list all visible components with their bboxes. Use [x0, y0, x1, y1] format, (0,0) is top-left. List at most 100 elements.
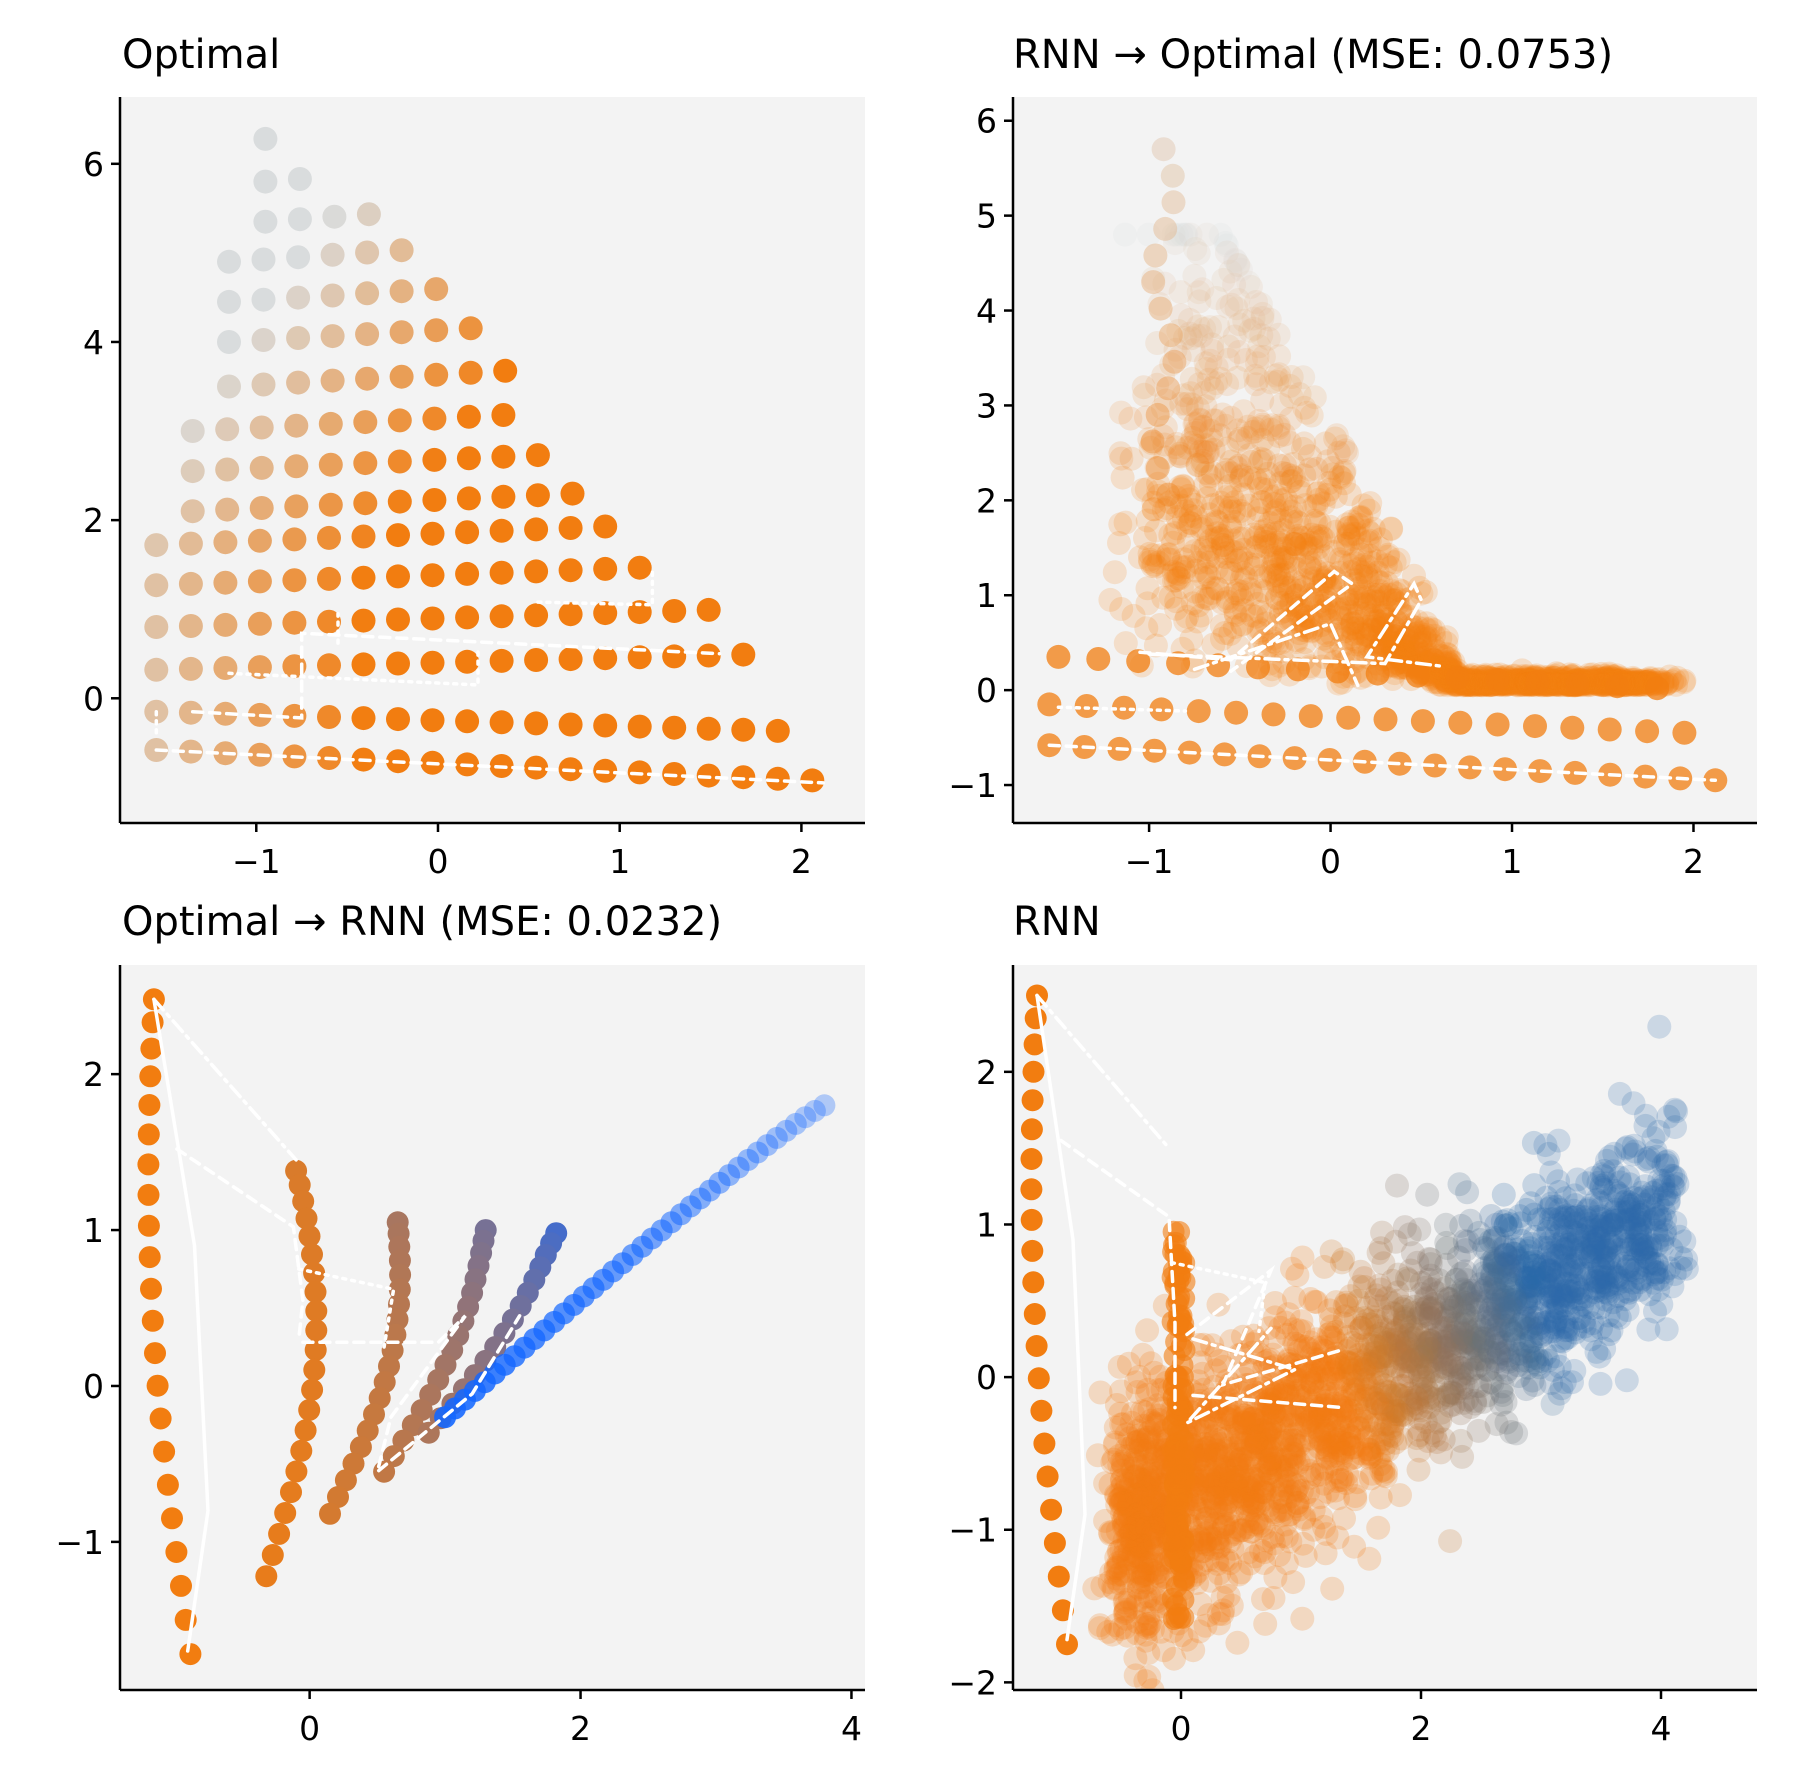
data-point	[1357, 1442, 1382, 1467]
data-point	[1177, 487, 1202, 512]
data-point	[1307, 511, 1332, 536]
data-point	[1338, 1284, 1363, 1309]
data-point	[1231, 1411, 1256, 1435]
data-point	[1265, 1463, 1290, 1488]
data-point	[1217, 1529, 1242, 1554]
data-point	[1283, 1366, 1308, 1391]
data-point	[1241, 556, 1266, 580]
data-point	[1116, 1492, 1141, 1517]
data-point	[1186, 593, 1211, 618]
data-point	[1333, 438, 1358, 463]
data-point	[1616, 1165, 1641, 1190]
data-point	[1253, 1611, 1278, 1636]
trajectory-line	[1047, 743, 1718, 783]
data-point	[1197, 502, 1222, 527]
data-point	[1355, 518, 1380, 543]
data-point	[1349, 506, 1374, 531]
data-point	[1359, 617, 1384, 642]
data-point	[1405, 663, 1430, 688]
data-point	[1342, 551, 1367, 576]
data-point	[1272, 575, 1297, 600]
data-point	[1210, 402, 1235, 427]
data-point	[1340, 527, 1365, 552]
data-point	[1099, 1560, 1124, 1585]
data-point	[1428, 1440, 1453, 1465]
data-point	[144, 533, 169, 558]
data-point	[1444, 1352, 1469, 1377]
data-point	[1317, 514, 1342, 539]
data-point	[1259, 370, 1284, 395]
data-point	[1126, 1723, 1150, 1747]
data-point	[1423, 648, 1448, 673]
data-point	[1133, 1622, 1158, 1647]
data-point	[455, 605, 480, 630]
data-point	[1250, 1479, 1274, 1504]
data-point	[593, 556, 618, 581]
data-point	[386, 707, 410, 732]
data-point	[1232, 598, 1257, 623]
data-point	[1546, 668, 1571, 692]
data-point	[140, 1037, 163, 1060]
data-point	[1392, 1215, 1417, 1240]
data-point	[1199, 512, 1224, 537]
data-point	[1143, 243, 1168, 268]
data-point	[1367, 1294, 1391, 1319]
data-point	[1382, 1402, 1407, 1427]
data-point	[1214, 541, 1239, 566]
data-point	[1464, 671, 1489, 696]
data-point	[1453, 1282, 1478, 1307]
data-point	[1133, 1628, 1158, 1653]
data-point	[1219, 405, 1244, 430]
data-point	[1278, 406, 1303, 431]
data-point	[1602, 1141, 1627, 1166]
data-point	[1491, 1288, 1516, 1313]
data-point	[1352, 1306, 1377, 1331]
data-point	[1492, 1313, 1517, 1338]
data-point	[1304, 1366, 1329, 1391]
data-point	[1298, 556, 1322, 581]
data-point	[1315, 449, 1340, 474]
data-point	[1188, 407, 1213, 432]
data-point	[1210, 1465, 1235, 1490]
data-point	[1351, 553, 1376, 577]
data-point	[1229, 567, 1254, 592]
data-point	[1551, 1229, 1576, 1253]
data-point	[1169, 493, 1194, 518]
data-point	[1146, 1493, 1170, 1518]
data-point	[1381, 1399, 1406, 1424]
data-point	[1323, 1478, 1348, 1503]
data-point	[1258, 1426, 1283, 1451]
data-point	[1278, 1484, 1303, 1509]
data-point	[1538, 1258, 1562, 1283]
data-point	[1177, 321, 1202, 346]
data-point	[1467, 669, 1492, 694]
data-point	[1354, 1383, 1379, 1408]
data-point	[1219, 561, 1244, 586]
data-point	[1190, 537, 1215, 562]
data-point	[491, 444, 516, 469]
data-point	[1263, 363, 1288, 388]
data-point	[1549, 1376, 1574, 1401]
data-point	[1227, 312, 1252, 337]
data-point	[1344, 629, 1369, 654]
data-point	[1229, 1560, 1254, 1585]
data-point	[1301, 1358, 1326, 1383]
data-point	[525, 443, 550, 468]
data-point	[1181, 338, 1206, 363]
data-point	[1214, 457, 1239, 482]
data-point	[1146, 471, 1171, 496]
data-point	[144, 573, 169, 598]
data-point	[1345, 616, 1370, 641]
data-point	[1482, 1252, 1507, 1277]
data-point	[251, 287, 276, 312]
data-point	[1596, 1246, 1620, 1271]
data-point	[1185, 453, 1210, 478]
data-point	[1224, 548, 1249, 573]
data-point	[1218, 1489, 1243, 1514]
data-point	[1418, 616, 1443, 641]
data-point	[1180, 591, 1205, 616]
data-point	[1623, 668, 1648, 693]
data-point	[1455, 1375, 1480, 1400]
data-point	[1627, 1210, 1652, 1235]
